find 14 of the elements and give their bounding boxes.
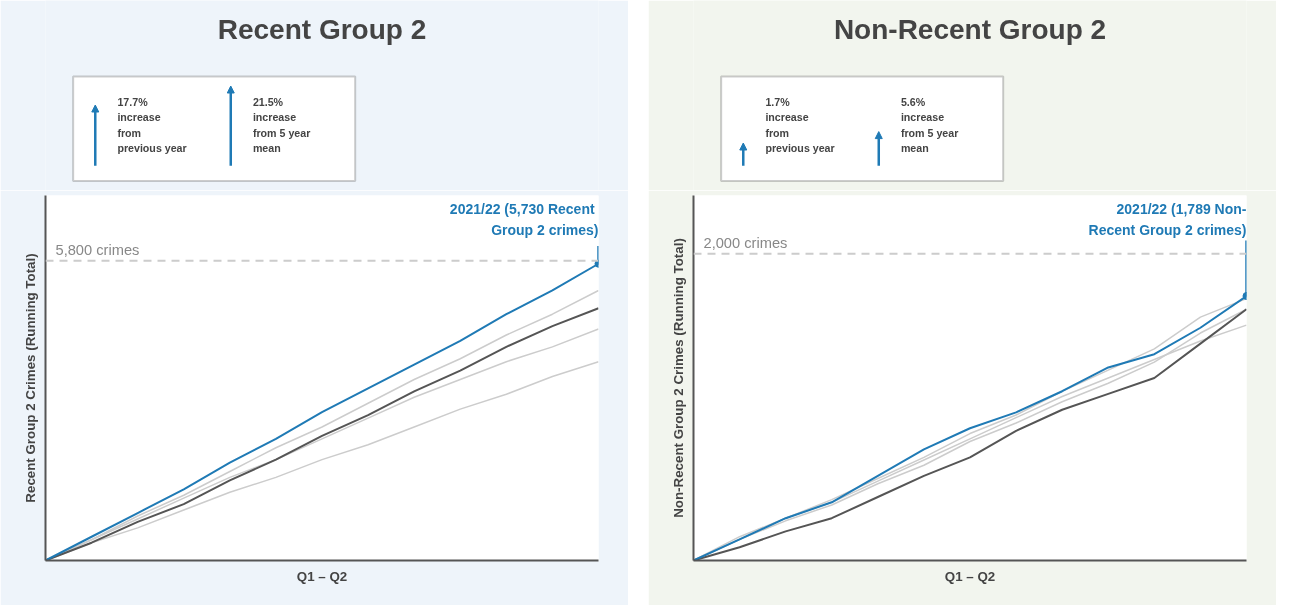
text: 5.6% increase from 5 year mean xyxy=(900,95,959,155)
y-axis-title: Non-Recent Group 2 Crimes (Running Total) xyxy=(670,238,686,518)
x-axis-title: Q1 – Q2 xyxy=(296,568,348,584)
ref-line-label: 5,800 crimes xyxy=(55,241,140,258)
text: 2021/22 (1,789 Non- Recent Group 2 crimes) xyxy=(1088,200,1247,238)
chart-title: Non-Recent Group 2 xyxy=(833,13,1107,45)
y-axis-title: Recent Group 2 Crimes (Running Total) xyxy=(22,253,38,503)
ref-line-label: 2,000 crimes xyxy=(703,234,788,251)
text: 21.5% increase from 5 year mean xyxy=(252,95,311,155)
chart-title: Recent Group 2 xyxy=(217,13,427,45)
x-axis-title: Q1 – Q2 xyxy=(944,568,996,584)
text: 17.7% increase from previous year xyxy=(117,95,187,155)
text: 2021/22 (5,730 Recent Group 2 crimes) xyxy=(449,201,599,239)
text: 1.7% increase from previous year xyxy=(765,95,835,155)
